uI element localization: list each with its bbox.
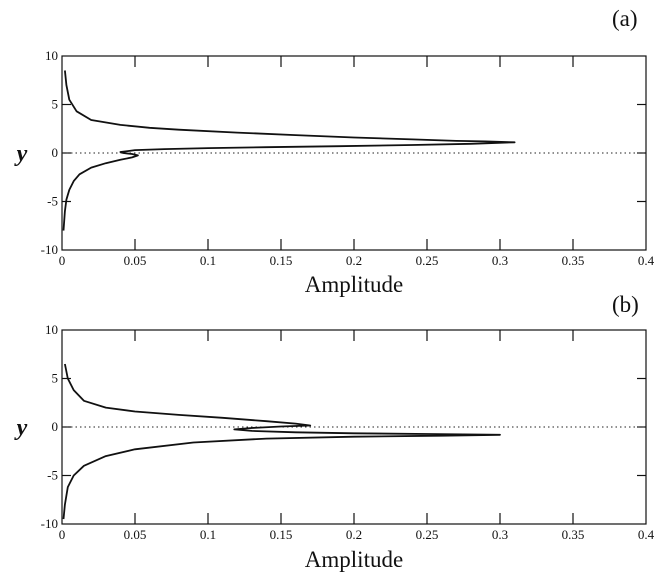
x-tick-label: 0.4 [638, 527, 655, 542]
y-tick-label: -5 [47, 468, 58, 483]
y-tick-label: 10 [45, 322, 58, 337]
x-tick-label: 0.35 [562, 527, 585, 542]
x-tick-label: 0.15 [270, 253, 293, 268]
y-tick-label: 5 [52, 97, 59, 112]
x-tick-label: 0.15 [270, 527, 293, 542]
y-tick-label: -10 [41, 242, 58, 257]
chart-panel-2: 0 0.05 0.1 0.15 0.2 0.25 0.3 0.35 0.4 -10 -5 0 5 10 Am… [14, 292, 655, 572]
y-tick-label: -5 [47, 194, 58, 209]
x-tick-label: 0.2 [346, 253, 362, 268]
y-tick-label: 0 [52, 419, 59, 434]
y-tick-label: -10 [41, 516, 58, 531]
chart-panel-1: 0 0.05 0.1 0.15 0.2 0.25 0.3 0.35 0.4 -10 -5 0 5 10 Am… [14, 6, 655, 297]
series-line-1 [62, 70, 516, 231]
x-tick-label: 0.05 [124, 527, 147, 542]
x-tick-label: 0.35 [562, 253, 585, 268]
panel-label: (b) [612, 292, 639, 317]
x-tick-label: 0.25 [416, 527, 439, 542]
x-axis-label: Amplitude [305, 272, 403, 297]
x-tick-label: 0.05 [124, 253, 147, 268]
x-tick-label: 0.2 [346, 527, 362, 542]
series-line-1 [62, 363, 501, 520]
x-tick-label: 0.4 [638, 253, 655, 268]
y-axis-label: y [14, 415, 28, 441]
x-tick-label: 0.3 [492, 253, 508, 268]
x-tick-label: 0.3 [492, 527, 508, 542]
x-tick-label: 0.1 [200, 527, 216, 542]
x-tick-label: 0 [59, 253, 66, 268]
x-tick-label: 0 [59, 527, 66, 542]
x-tick-label: 0.1 [200, 253, 216, 268]
x-tick-label: 0.25 [416, 253, 439, 268]
y-axis-label: y [14, 141, 28, 167]
y-tick-label: 10 [45, 48, 58, 63]
y-tick-label: 0 [52, 145, 59, 160]
y-tick-label: 5 [52, 371, 59, 386]
x-axis-label: Amplitude [305, 547, 403, 572]
panel-label: (a) [612, 6, 638, 31]
